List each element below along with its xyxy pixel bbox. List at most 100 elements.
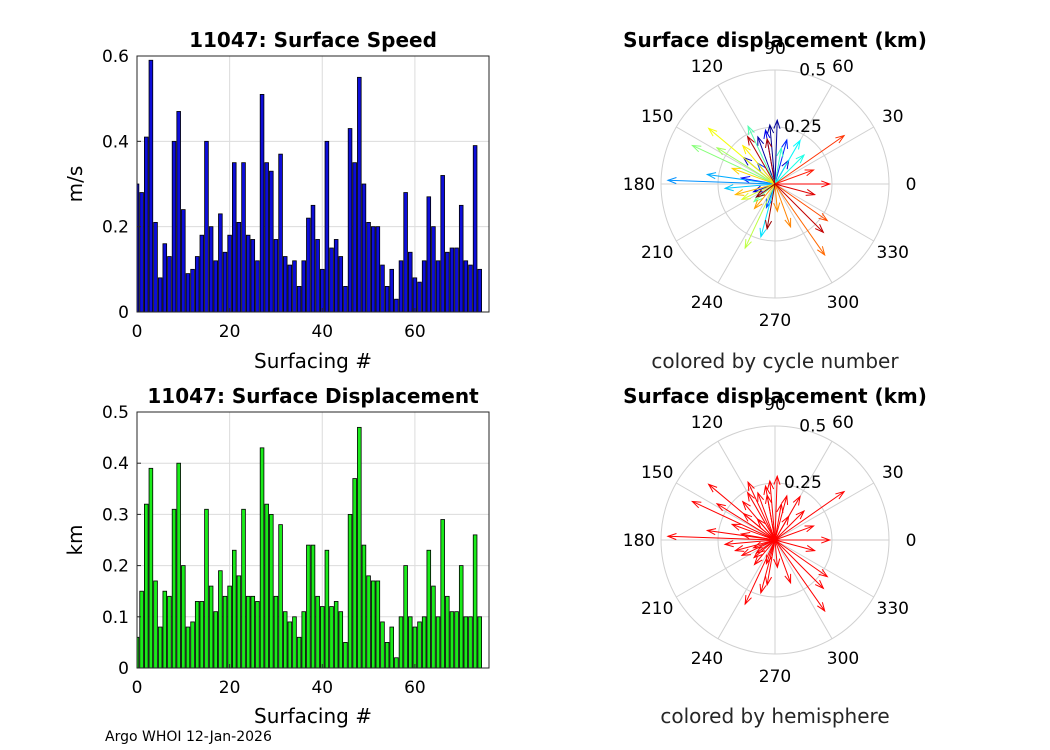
arrow-head xyxy=(666,176,677,185)
bar xyxy=(296,636,302,669)
bar xyxy=(222,595,228,669)
displacement-arrow xyxy=(705,172,776,185)
displacement-arrow xyxy=(774,539,829,578)
x-tick-label: 0 xyxy=(132,322,143,342)
bar xyxy=(157,626,163,669)
arrow-head xyxy=(723,540,734,548)
bar xyxy=(310,204,316,313)
bar xyxy=(296,285,302,313)
arrow-shaft xyxy=(774,140,801,185)
bar xyxy=(208,226,214,313)
bar xyxy=(181,209,186,313)
arrow-shaft xyxy=(774,154,805,185)
arrow-shaft xyxy=(774,539,815,552)
x-tick-label: 0 xyxy=(132,678,143,698)
arrow-shaft xyxy=(774,503,782,541)
arrow-head xyxy=(821,536,832,544)
bar xyxy=(153,221,158,313)
bar xyxy=(287,264,293,313)
bar xyxy=(236,575,242,669)
arrow-shaft xyxy=(735,539,776,552)
arrow-shaft xyxy=(774,539,824,589)
bar xyxy=(361,183,367,313)
bar xyxy=(157,277,163,313)
arrow-shaft xyxy=(774,147,782,185)
arrow-shaft xyxy=(774,183,792,228)
arrow-head xyxy=(746,491,755,502)
arrow-shaft xyxy=(747,136,776,185)
bar xyxy=(199,234,205,313)
polar-spoke xyxy=(717,183,776,283)
displacement-arrow xyxy=(773,539,781,569)
arrow-shaft xyxy=(774,120,778,185)
arrow-head xyxy=(792,495,801,506)
displacement-arrow xyxy=(774,183,829,222)
arrow-shaft xyxy=(774,525,814,541)
arrow-shaft xyxy=(774,496,801,541)
bar xyxy=(250,239,256,313)
displacement-arrow xyxy=(767,123,776,185)
bar xyxy=(199,601,205,669)
x-tick-label: 60 xyxy=(404,322,426,342)
bar xyxy=(352,162,357,313)
polar-angle-label: 330 xyxy=(877,599,909,619)
bar xyxy=(190,268,195,313)
bar xyxy=(361,544,367,669)
arrow-head xyxy=(765,575,773,587)
arrow-shaft xyxy=(774,476,778,541)
displacement-arrow xyxy=(723,539,776,548)
arrow-shaft xyxy=(774,510,805,541)
x-tick-label: 40 xyxy=(311,678,333,698)
displacement-arrow xyxy=(774,169,815,185)
bar xyxy=(449,247,455,313)
bar xyxy=(477,268,482,313)
arrow-shaft xyxy=(774,169,814,185)
arrow-head xyxy=(744,239,752,250)
bar xyxy=(287,621,293,669)
arrow-head xyxy=(805,189,817,196)
arrow-shaft xyxy=(724,183,776,189)
displacement-arrow xyxy=(733,539,776,552)
arrow-head xyxy=(765,137,773,149)
displacement-arrow xyxy=(773,474,781,541)
bar xyxy=(292,616,297,669)
speed-chart: 0 20 40 60 0 0.2 0.4 0.6 11047: Surface Speed S… xyxy=(63,28,490,373)
polar-r-label: 0.25 xyxy=(784,117,822,137)
bar xyxy=(236,221,242,313)
polar-angle-label: 150 xyxy=(641,107,673,127)
arrow-shaft xyxy=(667,535,776,541)
bar xyxy=(204,508,209,669)
arrow-head xyxy=(814,223,825,234)
polar-spoke xyxy=(774,183,833,283)
bar xyxy=(338,256,344,313)
arrow-shaft xyxy=(757,492,776,541)
arrow-head xyxy=(817,602,826,613)
polar-angle-label: 330 xyxy=(877,243,909,263)
x-tick-label: 20 xyxy=(219,322,241,342)
bar xyxy=(389,268,394,313)
bar xyxy=(426,549,432,669)
arrow-shaft xyxy=(774,183,778,212)
bar xyxy=(463,260,469,313)
bar xyxy=(421,616,427,669)
arrow-shaft xyxy=(774,139,788,185)
arrow-shaft xyxy=(741,183,776,200)
bar xyxy=(472,534,478,669)
bar xyxy=(370,226,376,313)
arrow-shaft xyxy=(774,183,826,256)
arrow-shaft xyxy=(716,503,776,541)
arrow-shaft xyxy=(774,491,845,541)
bar xyxy=(255,601,260,669)
bar xyxy=(273,239,279,313)
polar-angle-label: 30 xyxy=(882,463,904,483)
bar xyxy=(440,175,445,313)
arrow-shaft xyxy=(692,145,776,185)
bar xyxy=(343,642,348,669)
arrow-shaft xyxy=(731,523,776,541)
arrow-shaft xyxy=(769,480,776,541)
bar xyxy=(403,565,408,669)
bar xyxy=(431,585,436,669)
bar xyxy=(301,611,306,669)
bar xyxy=(167,256,172,313)
bar xyxy=(213,260,218,313)
